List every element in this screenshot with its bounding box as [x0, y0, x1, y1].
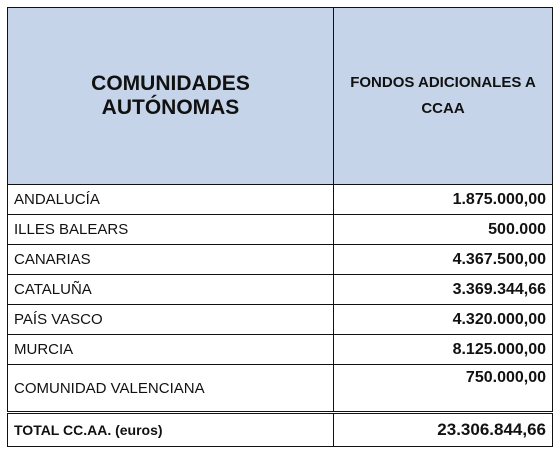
total-label: TOTAL CC.AA. (euros) [7, 411, 334, 447]
region-cell: CATALUÑA [7, 274, 334, 305]
total-row: TOTAL CC.AA. (euros) 23.306.844,66 [7, 411, 553, 447]
amount-cell: 3.369.344,66 [333, 274, 553, 305]
region-cell: CANARIAS [7, 244, 334, 275]
table-row: COMUNIDAD VALENCIANA 750.000,00 [7, 364, 553, 413]
amount-cell: 500.000 [333, 214, 553, 245]
region-cell: COMUNIDAD VALENCIANA [7, 364, 334, 413]
funds-table: COMUNIDADES AUTÓNOMAS FONDOS ADICIONALES… [7, 7, 553, 447]
header-row: COMUNIDADES AUTÓNOMAS FONDOS ADICIONALES… [7, 7, 553, 185]
column-header: COMUNIDADES AUTÓNOMAS [7, 7, 334, 185]
table-row: CANARIAS 4.367.500,00 [7, 244, 553, 275]
amount-cell: 8.125.000,00 [333, 334, 553, 365]
amount-cell: 4.367.500,00 [333, 244, 553, 275]
table-row: PAÍS VASCO 4.320.000,00 [7, 304, 553, 335]
table-row: ILLES BALEARS 500.000 [7, 214, 553, 245]
amount-cell: 1.875.000,00 [333, 184, 553, 215]
table-row: ANDALUCÍA 1.875.000,00 [7, 184, 553, 215]
region-cell: ANDALUCÍA [7, 184, 334, 215]
region-cell: ILLES BALEARS [7, 214, 334, 245]
amount-cell: 4.320.000,00 [333, 304, 553, 335]
region-cell: MURCIA [7, 334, 334, 365]
total-amount: 23.306.844,66 [333, 411, 553, 447]
table-row: MURCIA 8.125.000,00 [7, 334, 553, 365]
table-body: ANDALUCÍA 1.875.000,00 ILLES BALEARS 500.00… [7, 184, 553, 447]
amount-cell: 750.000,00 [333, 364, 553, 413]
region-cell: PAÍS VASCO [7, 304, 334, 335]
column-header: FONDOS ADICIONALES A CCAA [333, 7, 553, 185]
table-row: CATALUÑA 3.369.344,66 [7, 274, 553, 305]
